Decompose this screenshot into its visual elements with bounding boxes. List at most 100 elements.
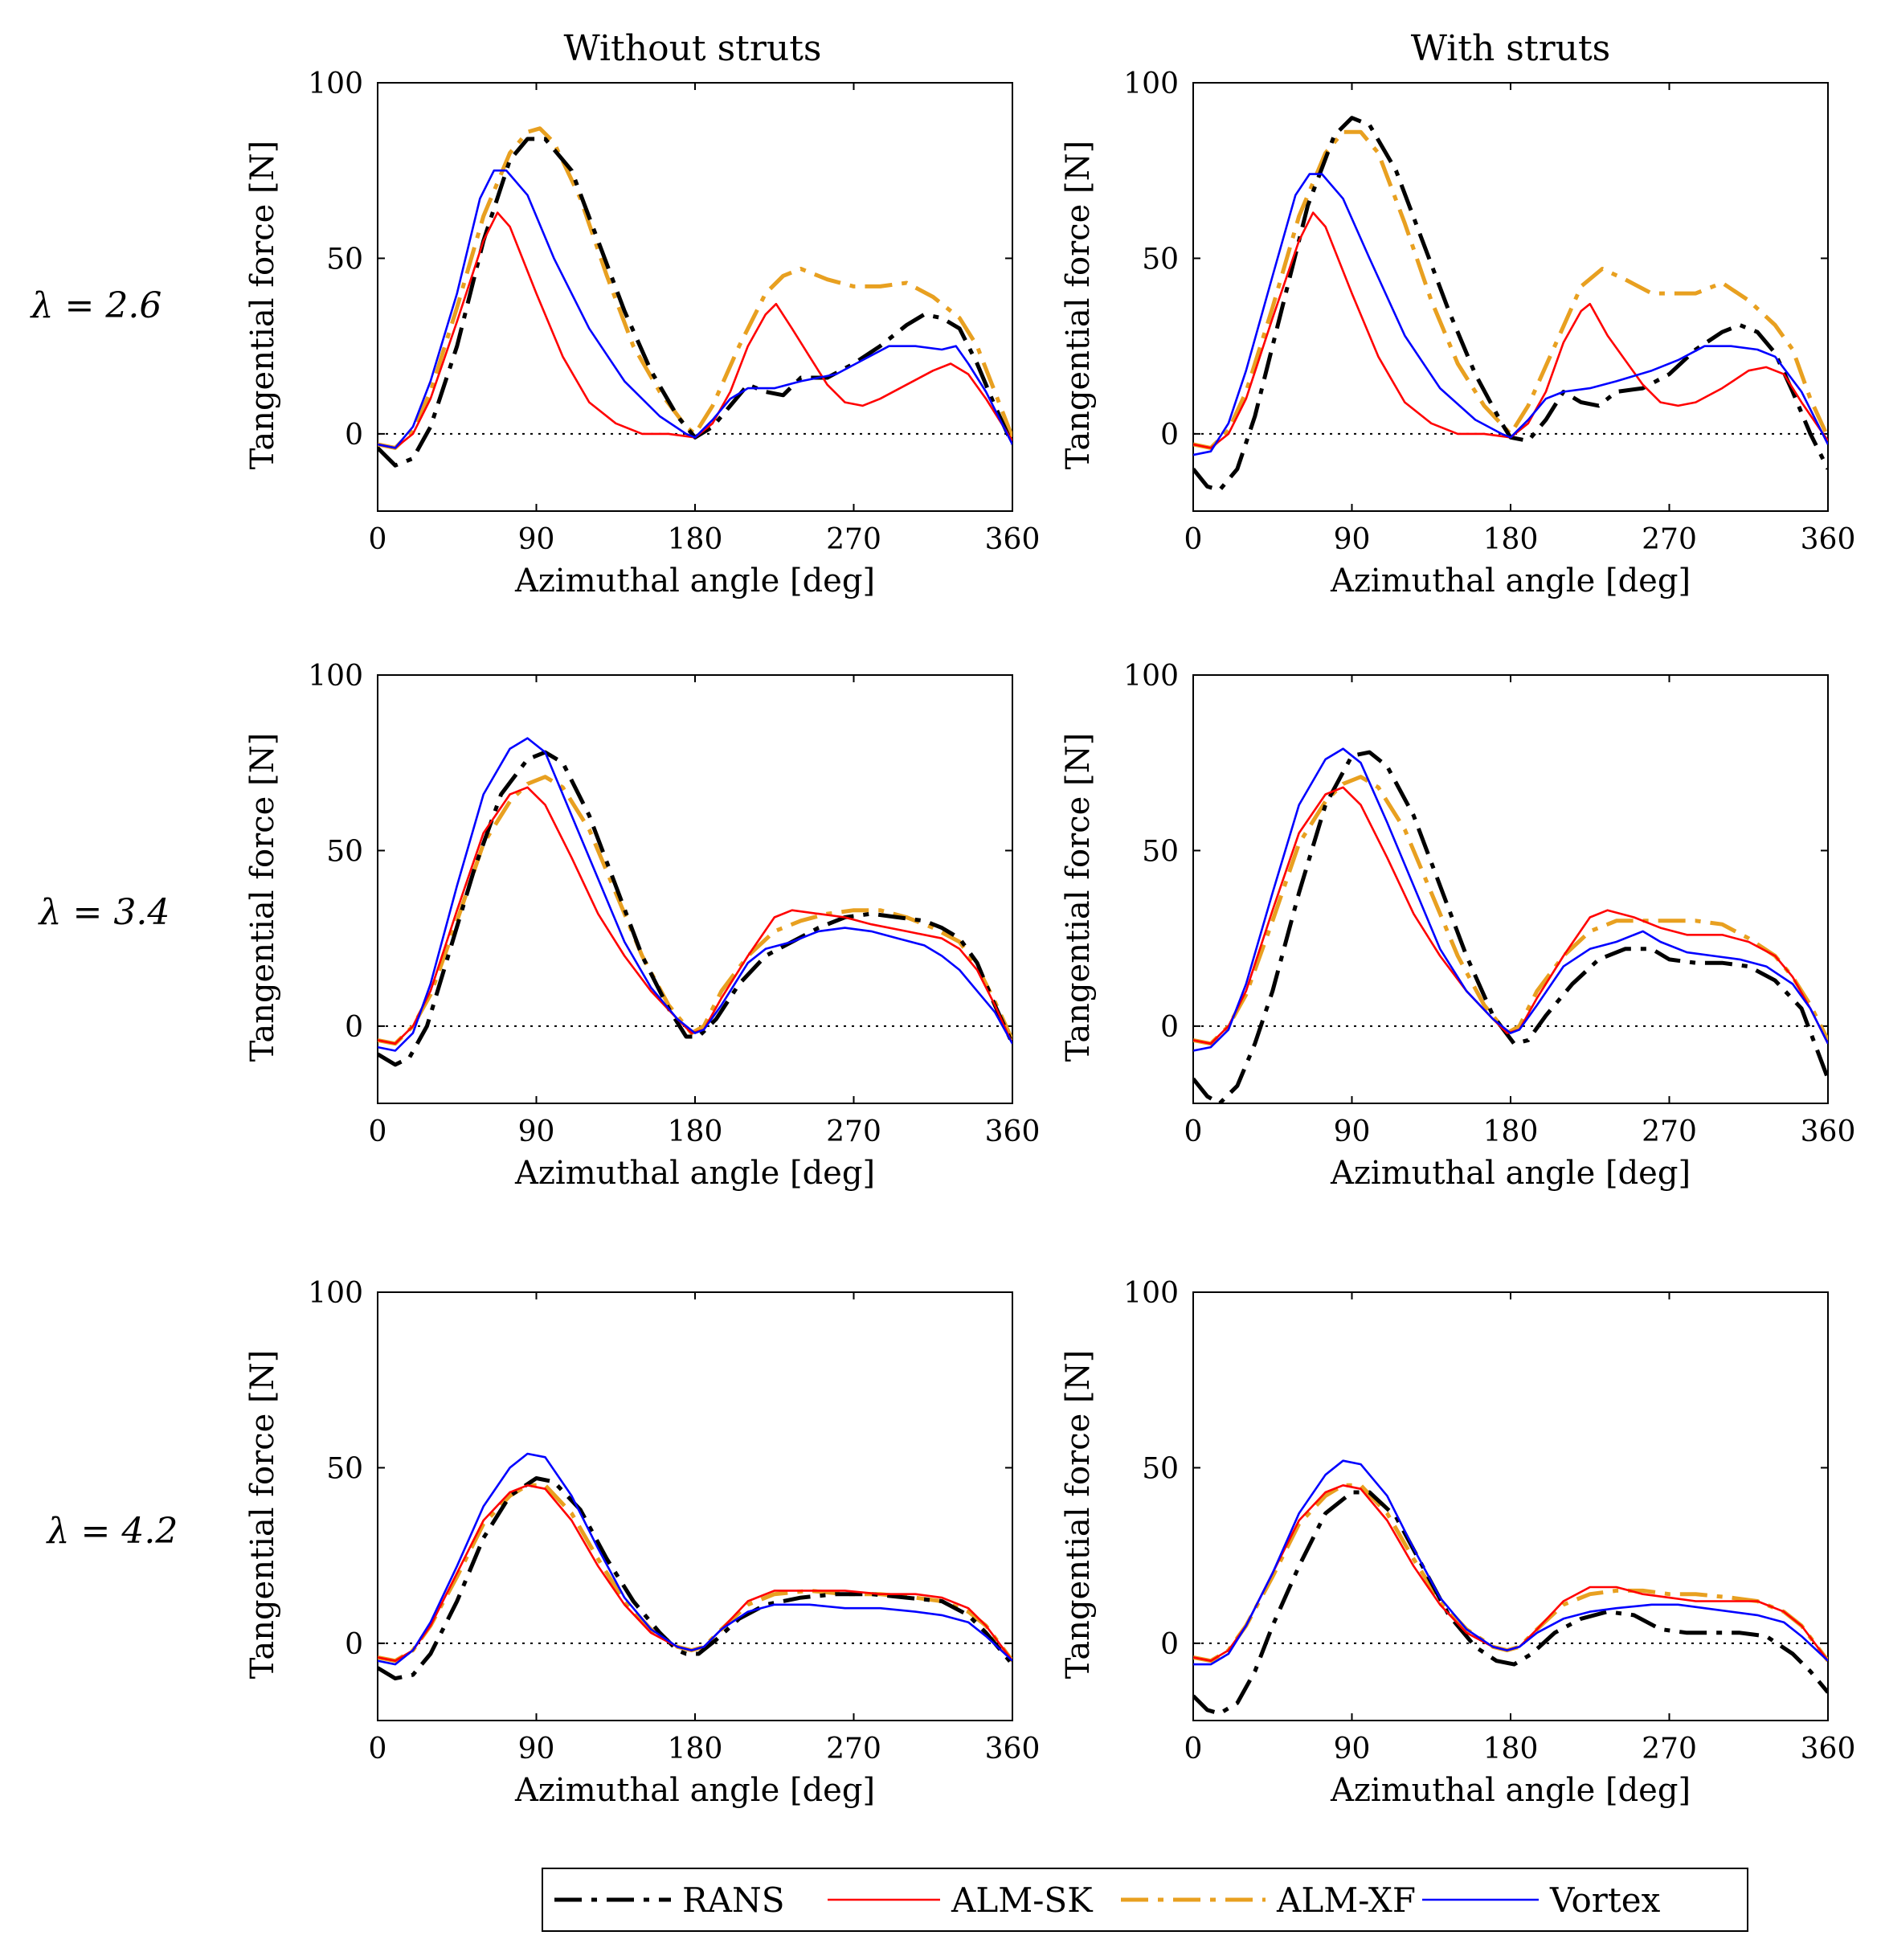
x-tick-label: 180: [668, 523, 723, 556]
series-line-vortex: [378, 737, 1012, 1052]
series-line-vortex: [378, 1452, 1012, 1666]
series-group: [1193, 116, 1828, 493]
y-axis-label: Tangential force [N]: [244, 141, 281, 469]
x-tick-label: 90: [1334, 1733, 1371, 1766]
series-line-alm-sk: [378, 786, 1012, 1045]
y-tick-label: 50: [1142, 1452, 1179, 1485]
x-tick-label: 270: [826, 1733, 881, 1766]
y-axis-label: Tangential force [N]: [1060, 1350, 1097, 1679]
x-tick-label: 360: [985, 523, 1041, 556]
axes-frame: [377, 82, 1013, 512]
x-tick-label: 90: [518, 523, 555, 556]
y-tick-label: 0: [1160, 1011, 1179, 1044]
legend: RANS ALM-SK ALM-XF Vortex: [542, 1868, 1748, 1932]
series-line-alm-xf: [378, 775, 1012, 1046]
series-line-alm-sk: [1193, 786, 1828, 1045]
x-tick-label: 0: [369, 1115, 387, 1148]
series-group: [1193, 1459, 1828, 1716]
y-tick-label: 50: [326, 1452, 363, 1485]
series-line-rans: [378, 1476, 1012, 1681]
x-tick-label: 0: [369, 1733, 387, 1766]
series-line-rans: [1193, 116, 1828, 493]
y-axis-label: Tangential force [N]: [244, 1350, 281, 1679]
x-tick-label: 360: [985, 1115, 1041, 1148]
legend-label-alm-xf: ALM-XF: [1276, 1880, 1416, 1920]
column-titles: Without struts With struts: [564, 28, 1611, 69]
series-line-vortex: [378, 169, 1012, 449]
x-tick-label: 90: [1334, 523, 1371, 556]
x-axis-label: Azimuthal angle [deg]: [514, 1772, 875, 1809]
series-line-rans: [378, 750, 1012, 1067]
panels: 0 90 180 270 360 0 50 100 Azimuthal angle [deg] T…: [244, 68, 1855, 1809]
x-tick-label: 0: [369, 523, 387, 556]
x-tick-label: 270: [1642, 523, 1697, 556]
x-tick-label: 360: [1801, 1733, 1856, 1766]
x-tick-label: 180: [1483, 523, 1539, 556]
series-line-rans: [378, 137, 1012, 468]
row-label-lambda-3.4: λ = 3.4: [38, 892, 170, 933]
x-tick-label: 360: [1801, 1115, 1856, 1148]
series-line-vortex: [1193, 1459, 1828, 1666]
panel-0-1: 0 90 180 270 360 0 50 100 Azimuthal angle [deg] T…: [1060, 68, 1855, 599]
x-tick-label: 180: [668, 1115, 723, 1148]
series-group: [378, 1452, 1012, 1681]
y-tick-label: 0: [1160, 1628, 1179, 1661]
series-line-alm-xf: [1193, 775, 1828, 1046]
y-tick-label: 50: [1142, 835, 1179, 868]
y-tick-label: 100: [308, 660, 363, 693]
y-tick-label: 100: [1123, 1277, 1179, 1310]
x-axis-label: Azimuthal angle [deg]: [1330, 1155, 1691, 1192]
series-line-vortex: [1193, 747, 1828, 1052]
panel-2-0: 0 90 180 270 360 0 50 100 Azimuthal angle [deg] T…: [244, 1277, 1040, 1809]
axes-frame: [377, 674, 1013, 1104]
x-axis-label: Azimuthal angle [deg]: [514, 1155, 875, 1192]
series-line-alm-sk: [1193, 211, 1828, 449]
series-line-alm-xf: [1193, 129, 1828, 450]
y-tick-label: 100: [1123, 68, 1179, 100]
y-tick-label: 100: [308, 68, 363, 100]
axes-frame: [1192, 1291, 1829, 1721]
y-axis-label: Tangential force [N]: [1060, 141, 1097, 469]
x-tick-label: 270: [826, 523, 881, 556]
panel-0-0: 0 90 180 270 360 0 50 100 Azimuthal angle [deg] T…: [244, 68, 1040, 599]
panel-2-1: 0 90 180 270 360 0 50 100 Azimuthal angle [deg] T…: [1060, 1277, 1855, 1809]
column-title-without-struts: Without struts: [564, 28, 822, 69]
series-group: [378, 126, 1012, 468]
y-tick-label: 0: [345, 1628, 363, 1661]
y-tick-label: 0: [345, 419, 363, 452]
x-tick-label: 270: [1642, 1733, 1697, 1766]
y-axis-label: Tangential force [N]: [244, 733, 281, 1062]
x-tick-label: 0: [1184, 523, 1203, 556]
x-tick-label: 180: [1483, 1733, 1539, 1766]
x-tick-label: 90: [1334, 1115, 1371, 1148]
x-tick-label: 270: [1642, 1115, 1697, 1148]
x-tick-label: 180: [668, 1733, 723, 1766]
series-line-rans: [1193, 1490, 1828, 1716]
y-tick-label: 50: [1142, 243, 1179, 276]
x-tick-label: 180: [1483, 1115, 1539, 1148]
x-tick-label: 90: [518, 1115, 555, 1148]
x-tick-label: 0: [1184, 1733, 1203, 1766]
y-tick-label: 100: [308, 1277, 363, 1310]
x-tick-label: 360: [985, 1733, 1041, 1766]
series-group: [1193, 747, 1828, 1103]
x-tick-label: 360: [1801, 523, 1856, 556]
row-label-lambda-2.6: λ = 2.6: [30, 285, 162, 326]
x-tick-label: 90: [518, 1733, 555, 1766]
series-line-alm-xf: [378, 1483, 1012, 1663]
legend-label-alm-sk: ALM-SK: [951, 1880, 1094, 1920]
x-axis-label: Azimuthal angle [deg]: [514, 563, 875, 599]
panel-1-0: 0 90 180 270 360 0 50 100 Azimuthal angle [deg] T…: [244, 660, 1040, 1192]
panel-1-1: 0 90 180 270 360 0 50 100 Azimuthal angle [deg] T…: [1060, 660, 1855, 1192]
x-tick-label: 270: [826, 1115, 881, 1148]
x-axis-label: Azimuthal angle [deg]: [1330, 1772, 1691, 1809]
y-tick-label: 50: [326, 243, 363, 276]
axes-frame: [1192, 82, 1829, 512]
y-tick-label: 50: [326, 835, 363, 868]
series-group: [378, 737, 1012, 1067]
x-tick-label: 0: [1184, 1115, 1203, 1148]
row-label-lambda-4.2: λ = 4.2: [46, 1511, 178, 1552]
y-axis-label: Tangential force [N]: [1060, 733, 1097, 1062]
y-tick-label: 0: [345, 1011, 363, 1044]
series-line-vortex: [1193, 173, 1828, 456]
